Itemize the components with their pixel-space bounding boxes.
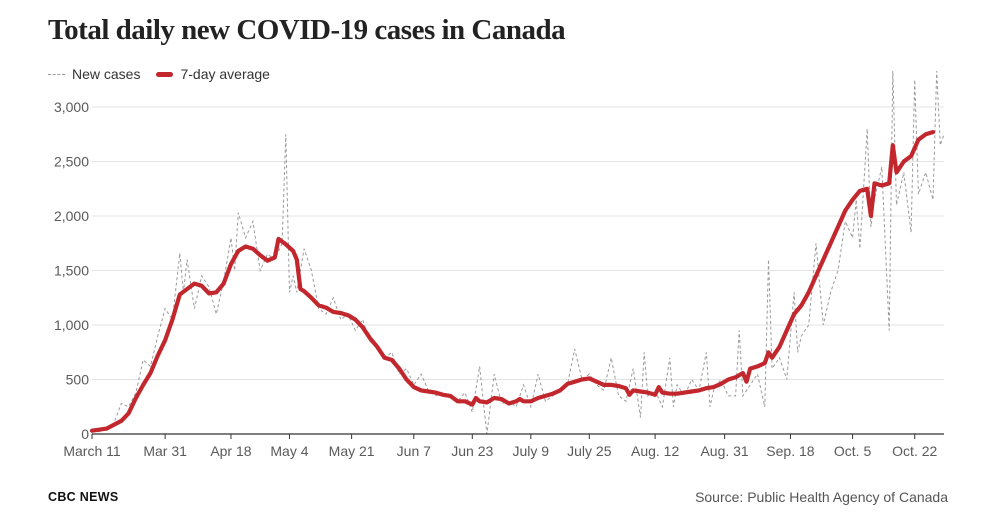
x-tick-label: Oct. 5: [834, 443, 872, 459]
series-line-new-cases: [91, 70, 945, 435]
y-tick-label: 3,000: [54, 99, 89, 115]
legend: New cases 7-day average: [48, 66, 286, 82]
legend-item-average: 7-day average: [156, 66, 270, 82]
x-tick-label: Jun 7: [397, 443, 431, 459]
y-tick-label: 1,500: [54, 263, 89, 279]
legend-swatch-average: [156, 71, 174, 77]
legend-swatch-new-cases: [48, 73, 65, 75]
x-tick-label: Jun 23: [451, 443, 493, 459]
y-tick-label: 500: [66, 372, 90, 388]
y-tick-label: 1,000: [54, 317, 89, 333]
x-tick-label: Apr 18: [210, 443, 251, 459]
legend-label-average: 7-day average: [180, 66, 270, 82]
brand-label: CBC NEWS: [48, 490, 119, 504]
x-tick-label: March 11: [63, 443, 121, 459]
y-tick-label: 0: [81, 426, 89, 442]
y-tick-label: 2,000: [54, 208, 89, 224]
source-label: Source: Public Health Agency of Canada: [695, 489, 948, 505]
x-tick-label: Aug. 31: [700, 443, 748, 459]
x-tick-label: Aug. 12: [631, 443, 679, 459]
series-line-7-day-average: [89, 130, 936, 433]
legend-label-new-cases: New cases: [72, 66, 141, 82]
x-tick-label: Mar 31: [143, 443, 187, 459]
x-tick-label: Sep. 18: [766, 443, 814, 459]
y-tick-label: 2,500: [54, 154, 89, 170]
x-tick-label: July 9: [513, 443, 550, 459]
chart-title: Total daily new COVID-19 cases in Canada: [48, 14, 566, 46]
x-tick-label: Oct. 22: [892, 443, 937, 459]
x-tick-label: July 25: [567, 443, 612, 459]
x-tick-label: May 21: [329, 443, 375, 459]
legend-item-new-cases: New cases: [48, 66, 140, 82]
x-tick-label: May 4: [270, 443, 308, 459]
